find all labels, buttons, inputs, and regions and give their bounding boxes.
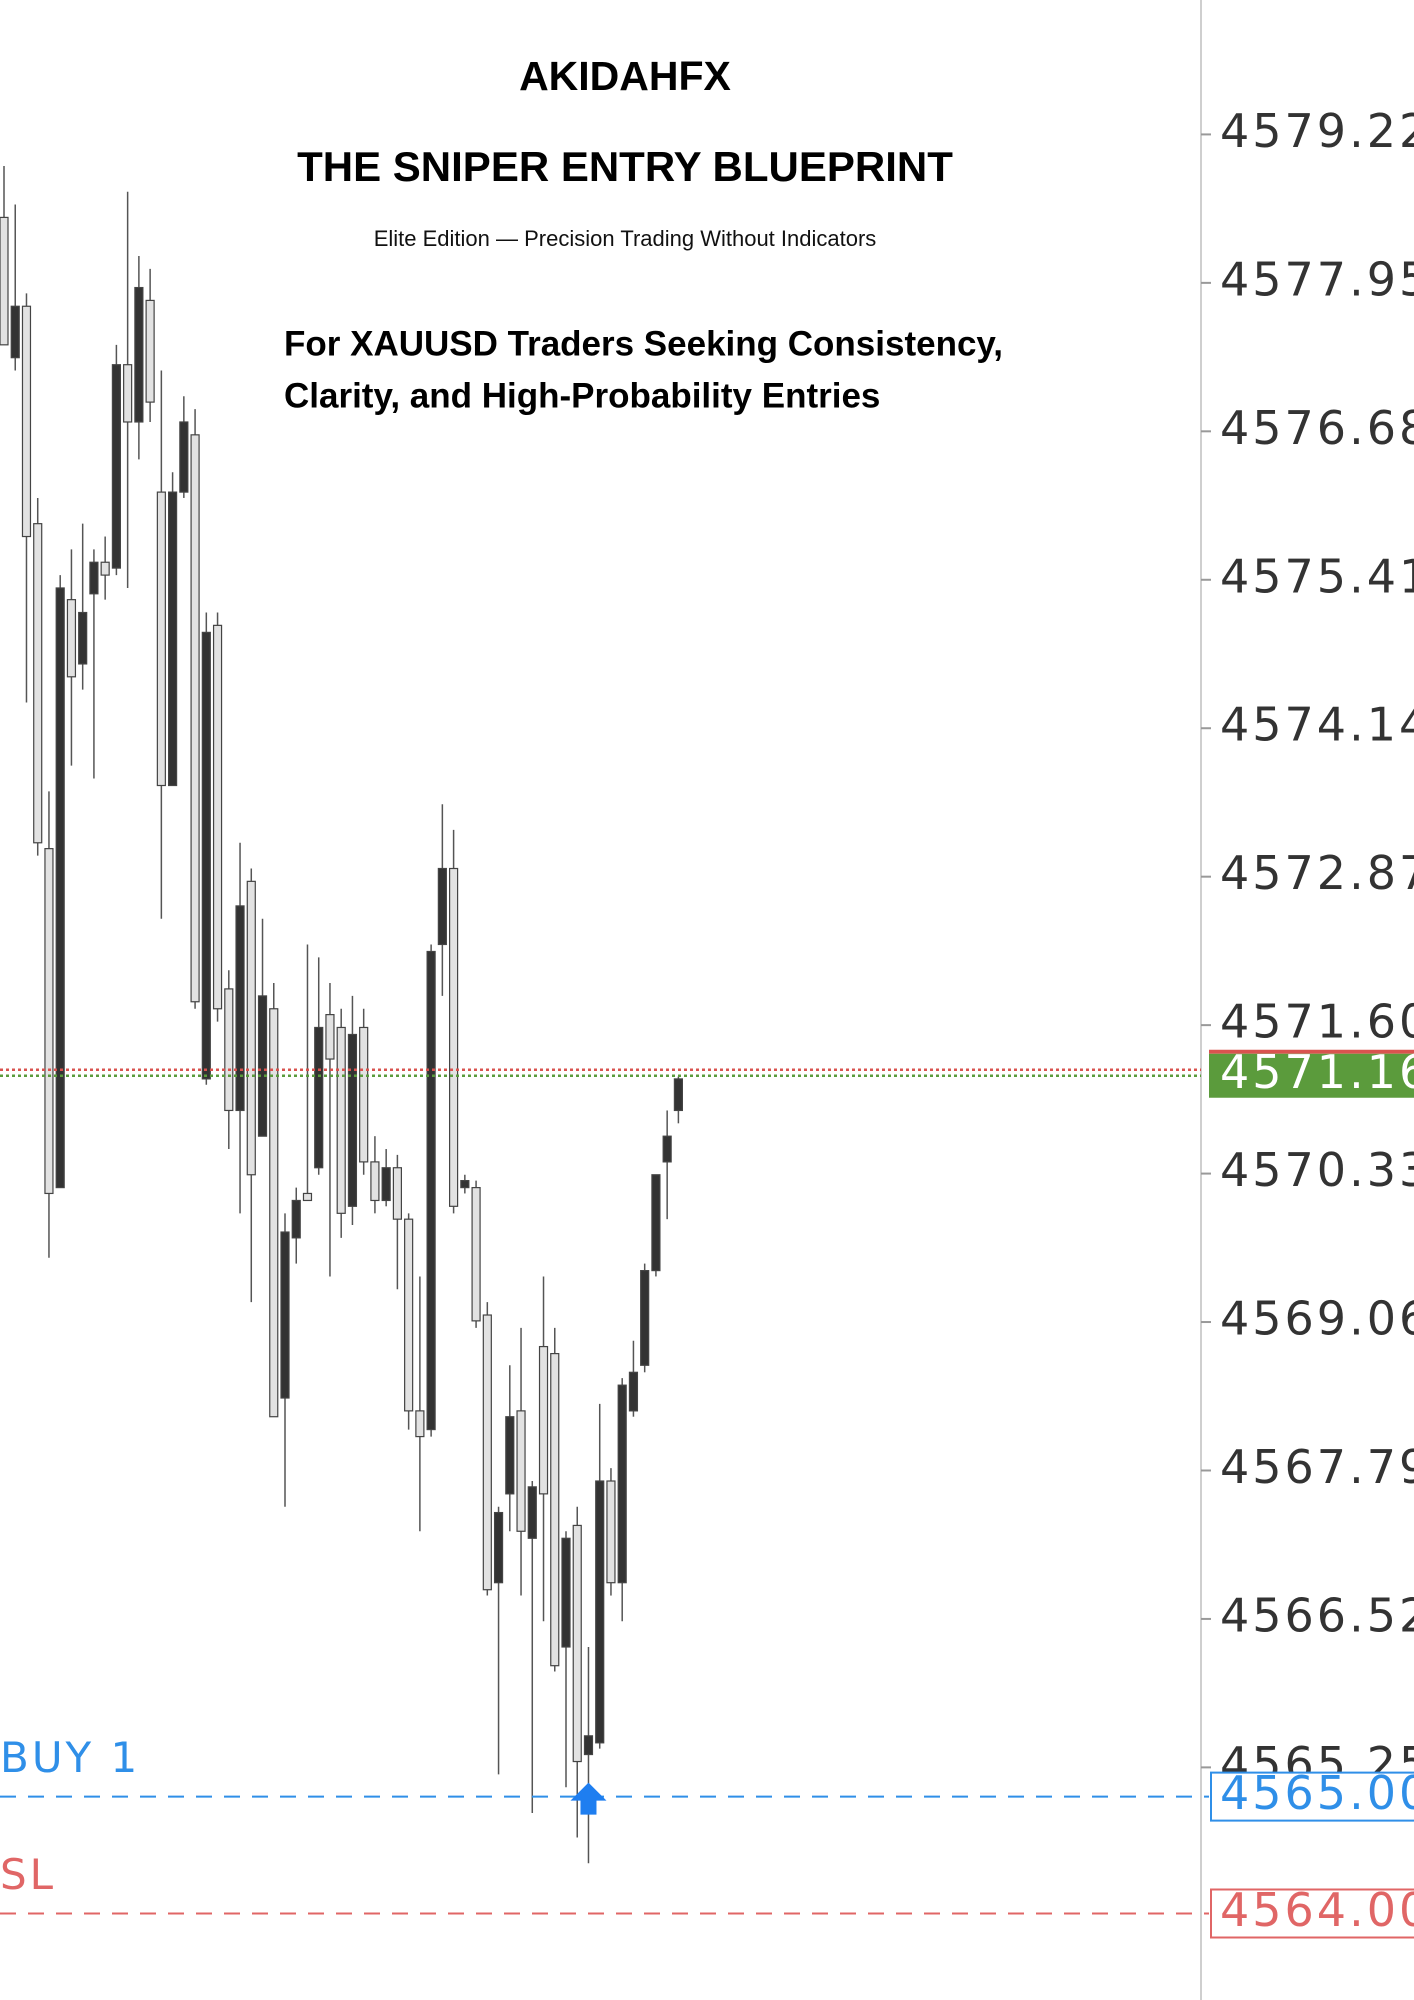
candle-body (89, 561, 99, 595)
candle-body (550, 1352, 560, 1667)
candle-body (235, 905, 245, 1112)
candle-body (404, 1218, 414, 1412)
candle-body (415, 1410, 425, 1438)
candle-body (606, 1480, 616, 1584)
candle-body (55, 587, 65, 1189)
y-tick-label: 4569.060 (1220, 1292, 1414, 1346)
y-tick-label: 4567.790 (1220, 1440, 1414, 1494)
candle-body (111, 364, 122, 569)
candle-body (44, 848, 54, 1195)
candle-body (246, 880, 256, 1176)
candle-body (201, 631, 211, 1080)
candle-body (516, 1410, 526, 1532)
candle-body (179, 421, 189, 493)
candle-body (370, 1161, 380, 1202)
y-tick-label: 4574.140 (1220, 698, 1414, 752)
title: THE SNIPER ENTRY BLUEPRINT (297, 143, 953, 190)
candle-body (628, 1371, 639, 1412)
level-label: 4564.000 (1220, 1883, 1414, 1937)
candle-body (168, 491, 178, 787)
candle-body (224, 988, 234, 1112)
candle-body (212, 624, 223, 1010)
candle-body (426, 950, 436, 1431)
candle-body (538, 1345, 549, 1495)
candle-body (673, 1078, 684, 1112)
current-price-box (1209, 1053, 1414, 1098)
candle-body (583, 1735, 594, 1756)
candle-body (291, 1199, 301, 1239)
subtitle: Elite Edition — Precision Trading Withou… (374, 226, 877, 251)
y-tick-label: 4577.950 (1220, 252, 1414, 306)
level-label: 4565.000 (1220, 1766, 1414, 1820)
candle-body (651, 1174, 661, 1272)
y-tick-label: 4575.410 (1220, 549, 1414, 603)
header: AKIDAHFX THE SNIPER ENTRY BLUEPRINT Elit… (284, 53, 1003, 415)
y-tick-label: 4579.220 (1220, 104, 1414, 158)
candle-body (190, 434, 200, 1003)
candle-body (359, 1026, 369, 1163)
candle-body (527, 1486, 537, 1539)
candle-body (662, 1135, 672, 1163)
candle-body (134, 286, 144, 423)
candle-body (460, 1179, 470, 1189)
candle-body (493, 1511, 504, 1584)
y-tick-label: 4571.600 (1220, 995, 1414, 1049)
candle-body (78, 611, 88, 665)
candle-body (0, 216, 9, 346)
level-box (1210, 1888, 1414, 1939)
candle-body (123, 364, 133, 423)
candle-body (347, 1033, 358, 1207)
candle-body (269, 1008, 279, 1418)
current-price-label: 4571.167 (1220, 1045, 1414, 1099)
candle-body (482, 1314, 492, 1591)
candle-body (156, 491, 166, 787)
candle-body (10, 305, 20, 359)
y-tick-label: 4572.870 (1220, 846, 1414, 900)
candle-body (66, 599, 77, 678)
candle-body (617, 1384, 627, 1584)
candle-body (572, 1524, 582, 1763)
candle-body (257, 995, 268, 1137)
candle-body (280, 1231, 290, 1399)
y-tick-label: 4570.330 (1220, 1143, 1414, 1197)
candle-body (595, 1480, 605, 1744)
candle-body (325, 1014, 335, 1060)
level-name: BUY 1 (0, 1733, 140, 1782)
level-name: SL (0, 1850, 56, 1899)
candle-body (381, 1167, 391, 1202)
candle-body (100, 561, 110, 576)
candle-body (336, 1026, 346, 1214)
y-tick-label: 4566.520 (1220, 1588, 1414, 1642)
candle-body (437, 867, 447, 946)
candle-body (561, 1537, 571, 1648)
brand: AKIDAHFX (519, 53, 731, 99)
level-box (1210, 1771, 1414, 1822)
candle-body (33, 523, 43, 844)
candle-body (449, 867, 459, 1207)
candle-body (471, 1187, 481, 1322)
candle-body (302, 1192, 313, 1202)
tagline: Clarity, and High-Probability Entries (284, 376, 880, 415)
candle-body (21, 305, 32, 538)
tagline: For XAUUSD Traders Seeking Consistency, (284, 324, 1003, 363)
y-tick-label: 4576.680 (1220, 401, 1414, 455)
candle-body (314, 1026, 324, 1169)
buy-arrow (570, 1782, 607, 1815)
candle-body (640, 1270, 650, 1366)
candle-body (145, 299, 155, 403)
candle-body (505, 1416, 515, 1495)
candle-body (392, 1167, 402, 1220)
